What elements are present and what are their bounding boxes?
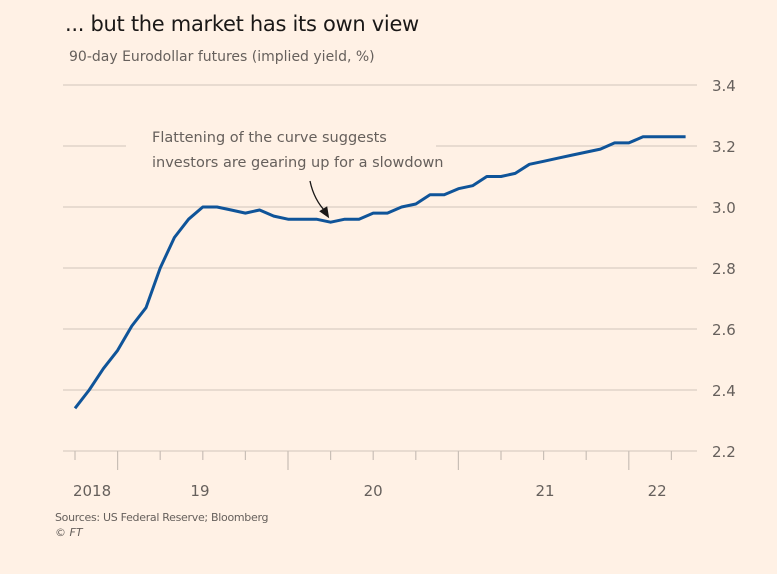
x-tick-label: 22 xyxy=(648,482,667,500)
annotation-line-1: Flattening of the curve suggests xyxy=(152,130,387,146)
annotation: Flattening of the curve suggests investo… xyxy=(152,130,444,219)
source-note: Sources: US Federal Reserve; Bloomberg xyxy=(55,511,269,524)
y-tick-label: 2.6 xyxy=(712,321,736,339)
y-tick-label: 3.4 xyxy=(712,77,736,95)
x-axis: 2018 19 20 21 22 xyxy=(73,451,673,500)
x-tick-label: 20 xyxy=(364,482,383,500)
series xyxy=(73,135,686,410)
chart-title: ... but the market has its own view xyxy=(65,12,419,36)
y-tick-label: 3.0 xyxy=(712,199,736,217)
annotation-line-2: investors are gearing up for a slowdown xyxy=(152,155,444,171)
y-axis-labels: 3.4 3.2 3.0 2.8 2.6 2.4 2.2 xyxy=(712,77,736,461)
annotation-arrowhead xyxy=(319,206,330,219)
y-tick-label: 2.2 xyxy=(712,443,736,461)
y-tick-label: 2.4 xyxy=(712,382,736,400)
y-tick-label: 3.2 xyxy=(712,138,736,156)
chart-subtitle: 90-day Eurodollar futures (implied yield… xyxy=(69,49,375,65)
gridlines xyxy=(63,84,697,452)
x-tick-label: 21 xyxy=(535,482,554,500)
copyright-note: © FT xyxy=(55,526,83,539)
x-tick-label: 2018 xyxy=(73,482,111,500)
series-line xyxy=(73,135,686,410)
y-tick-label: 2.8 xyxy=(712,260,736,278)
x-tick-label: 19 xyxy=(190,482,209,500)
